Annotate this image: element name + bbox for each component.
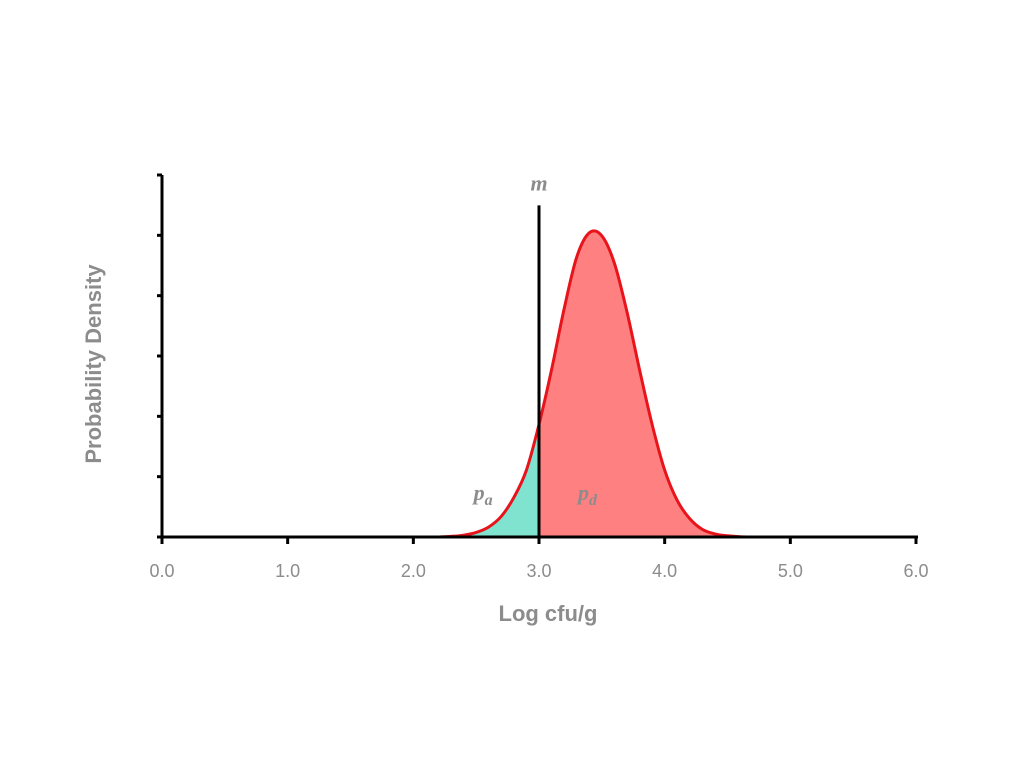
x-tick-label: 6.0 xyxy=(903,561,928,581)
x-tick-label: 4.0 xyxy=(652,561,677,581)
x-tick-label: 1.0 xyxy=(275,561,300,581)
x-tick-label: 3.0 xyxy=(526,561,551,581)
density-curve xyxy=(438,229,753,539)
x-ticks: 0.0 1.0 2.0 3.0 4.0 5.0 6.0 xyxy=(149,537,929,581)
plot-area: m pa pd xyxy=(438,170,753,539)
region-label-pa-main: p xyxy=(472,480,485,505)
limit-label-m: m xyxy=(530,170,547,195)
region-label-pa: pa xyxy=(472,480,493,509)
region-label-pa-sub: a xyxy=(485,492,493,509)
axes: 0.0 1.0 2.0 3.0 4.0 5.0 6.0 xyxy=(149,173,929,581)
y-ticks xyxy=(157,173,162,539)
x-tick-label: 2.0 xyxy=(401,561,426,581)
x-tick-label: 5.0 xyxy=(778,561,803,581)
region-label-pd-sub: d xyxy=(589,492,598,509)
area-below-limit xyxy=(438,424,539,537)
region-label-pd-main: p xyxy=(576,480,589,505)
x-tick-label: 0.0 xyxy=(149,561,174,581)
area-above-limit xyxy=(539,230,753,537)
region-label-pd: pd xyxy=(576,480,598,509)
x-axis-title: Log cfu/g xyxy=(499,601,598,626)
y-axis-title: Probability Density xyxy=(81,264,106,464)
